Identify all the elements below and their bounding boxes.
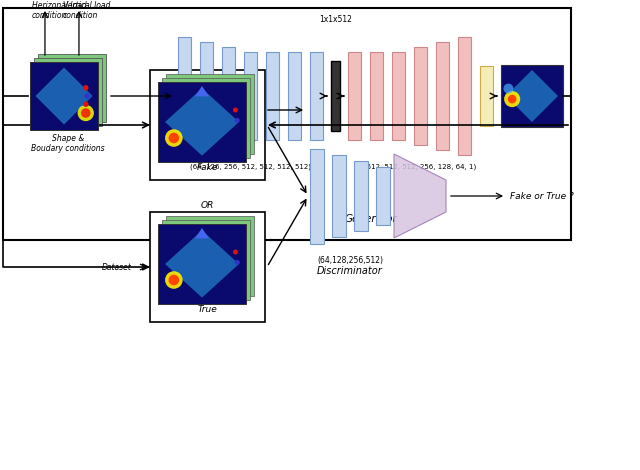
Bar [158, 82, 246, 162]
Circle shape [235, 118, 240, 123]
Polygon shape [195, 228, 209, 238]
Bar [30, 62, 98, 130]
Text: Fake: Fake [197, 163, 218, 172]
Bar [158, 224, 246, 304]
Text: True: True [198, 305, 218, 314]
Circle shape [508, 95, 516, 103]
Bar [414, 47, 427, 145]
Circle shape [83, 102, 88, 107]
Bar [150, 70, 265, 180]
Polygon shape [506, 70, 558, 122]
Polygon shape [195, 86, 209, 96]
Text: Shape &
Boudary conditions: Shape & Boudary conditions [31, 134, 105, 153]
Bar [166, 216, 254, 296]
Bar [480, 66, 493, 126]
Circle shape [165, 129, 182, 147]
Bar [376, 167, 390, 225]
Polygon shape [35, 67, 93, 125]
Bar [38, 54, 106, 122]
Bar [310, 52, 323, 140]
Text: Dataset: Dataset [102, 263, 132, 272]
Bar [162, 78, 250, 158]
Circle shape [83, 85, 88, 91]
Bar [158, 224, 246, 304]
Bar [370, 52, 383, 140]
Bar [178, 37, 191, 155]
Circle shape [235, 260, 240, 265]
Text: (512, 512, 512, 256, 128, 64, 1): (512, 512, 512, 256, 128, 64, 1) [364, 163, 477, 170]
Bar [332, 155, 346, 237]
Bar [3, 8, 571, 240]
Text: Fake or True ?: Fake or True ? [510, 191, 573, 201]
Text: (64, 126, 256, 512, 512, 512, 512): (64, 126, 256, 512, 512, 512, 512) [190, 163, 311, 170]
Circle shape [84, 93, 90, 99]
Bar [34, 58, 102, 126]
Circle shape [77, 105, 94, 121]
Bar [392, 52, 405, 140]
Bar [458, 37, 471, 155]
Bar [310, 149, 324, 243]
Bar [354, 161, 368, 231]
Text: 1x1x512: 1x1x512 [319, 15, 352, 24]
Circle shape [504, 84, 513, 94]
Circle shape [168, 275, 179, 285]
Circle shape [233, 108, 238, 112]
Bar [222, 47, 235, 145]
Circle shape [168, 133, 179, 143]
Circle shape [81, 108, 90, 118]
Bar [244, 52, 257, 140]
Polygon shape [165, 88, 239, 156]
Circle shape [504, 91, 520, 107]
Bar [436, 42, 449, 150]
Bar [158, 82, 246, 162]
Circle shape [165, 271, 182, 289]
Bar [331, 61, 340, 131]
Text: Herizonal load
condition: Herizonal load condition [32, 1, 86, 20]
Bar [501, 65, 563, 127]
Polygon shape [165, 230, 239, 298]
Bar [150, 212, 265, 322]
Text: OR: OR [201, 201, 214, 210]
Bar [288, 52, 301, 140]
Circle shape [233, 250, 238, 254]
Bar [30, 62, 98, 130]
Text: Discriminator: Discriminator [317, 266, 383, 275]
Text: Vertical load
condition: Vertical load condition [63, 1, 110, 20]
Polygon shape [394, 154, 446, 238]
Bar [162, 220, 250, 300]
Bar [200, 42, 213, 150]
Bar [266, 52, 279, 140]
Text: (64,128,256,512): (64,128,256,512) [317, 256, 383, 265]
Text: Generator: Generator [344, 214, 397, 224]
Bar [166, 74, 254, 154]
Bar [348, 52, 361, 140]
